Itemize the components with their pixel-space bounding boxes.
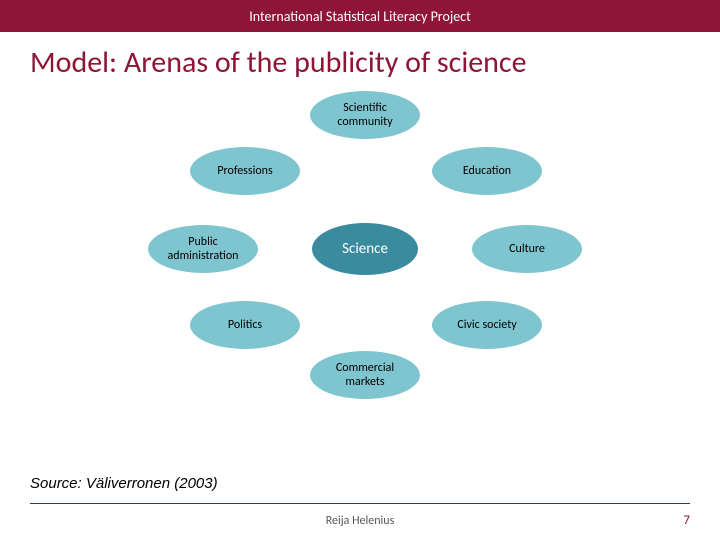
footer-author: Reija Helenius [0,514,720,528]
diagram-node: Commercial markets [310,351,420,399]
diagram-center-node: Science [312,223,418,275]
node-label: Professions [211,164,278,178]
diagram-node: Politics [190,301,300,349]
diagram-node: Culture [472,225,582,273]
footer-page-number: 7 [683,513,690,528]
diagram-node: Scientific community [310,91,420,139]
slide-title: Model: Arenas of the publicity of scienc… [0,32,720,91]
node-label: Commercial markets [310,361,420,389]
diagram-node: Public administration [148,225,258,273]
diagram-node: Professions [190,147,300,195]
header-bar: International Statistical Literacy Proje… [0,0,720,32]
header-text: International Statistical Literacy Proje… [249,8,471,25]
node-label: Politics [222,318,268,332]
node-label: Civic society [451,318,522,332]
diagram-node: Education [432,147,542,195]
node-label: Public administration [148,235,258,263]
node-label: Science [336,240,394,258]
node-label: Scientific community [310,101,420,129]
arenas-diagram: Scientific community Education Culture Civi… [0,91,720,401]
diagram-node: Civic society [432,301,542,349]
node-label: Education [457,164,517,178]
footer-rule [30,503,690,504]
source-citation: Source: Väliverronen (2003) [30,475,218,492]
node-label: Culture [503,242,551,256]
